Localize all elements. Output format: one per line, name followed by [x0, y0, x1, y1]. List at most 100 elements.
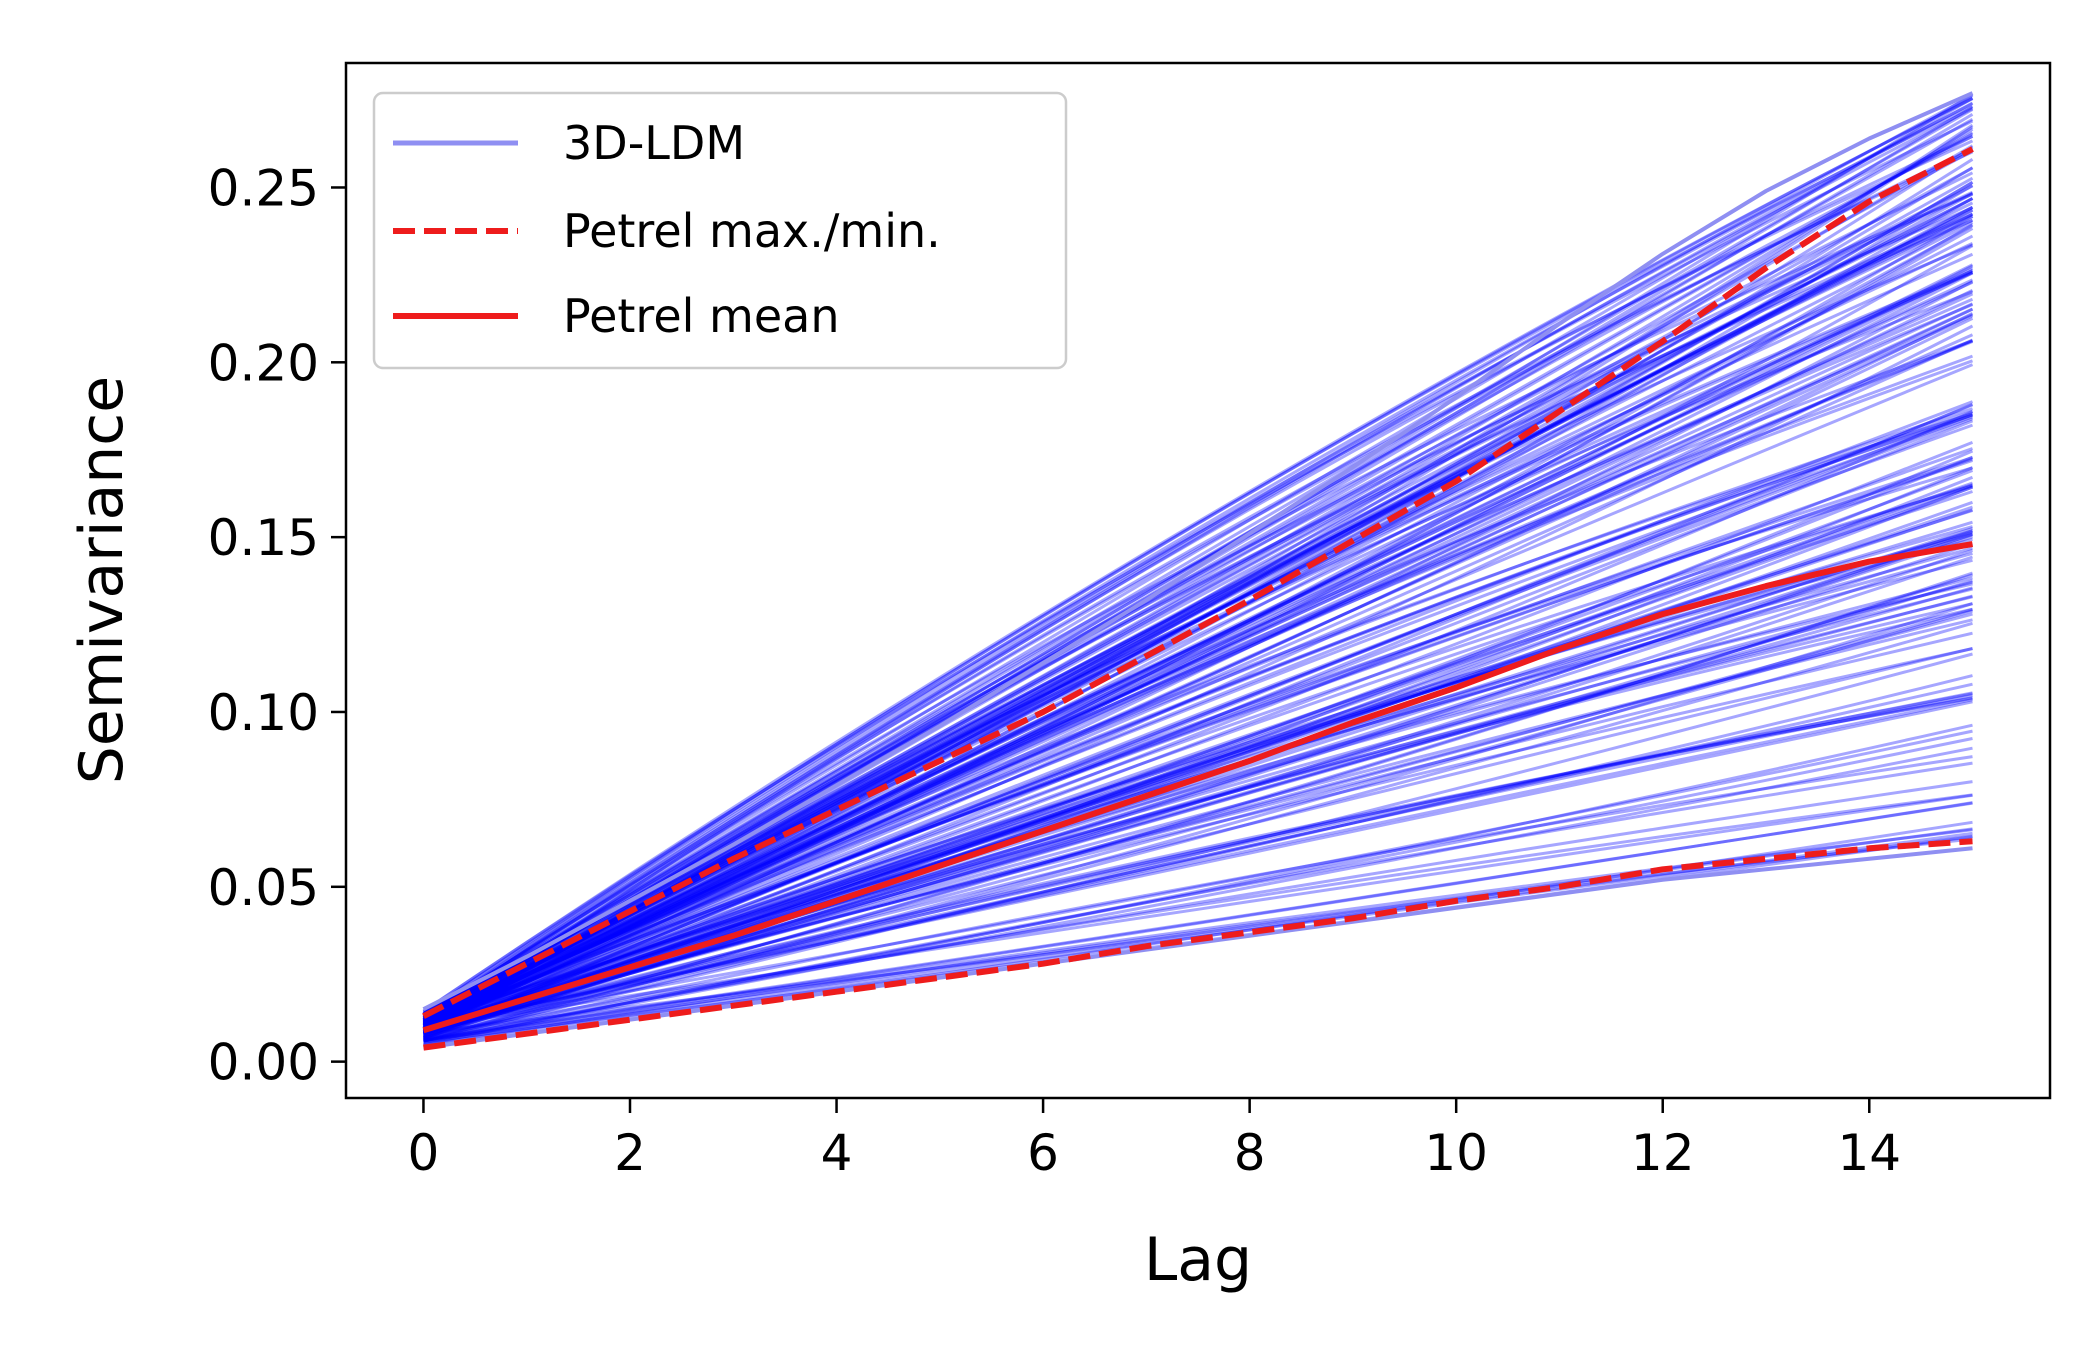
ensemble-line [422, 508, 1973, 1041]
ensemble-line [422, 119, 1974, 1021]
ensemble-line [422, 413, 1973, 1028]
ensemble-line [422, 184, 1974, 1027]
ensemble-line [422, 307, 1974, 1023]
ensemble-line [422, 340, 1974, 1035]
ensemble-line [423, 621, 1973, 1041]
ensemble-line [423, 548, 1973, 1033]
ensemble-line [423, 755, 1973, 1043]
ensemble-line [422, 264, 1974, 1030]
ensemble-line [422, 419, 1974, 1025]
x-tick-label: 0 [408, 1124, 440, 1182]
ensemble-line [423, 602, 1973, 1040]
ensemble-line [423, 586, 1973, 1036]
ensemble-line [422, 354, 1974, 1021]
ensemble-line [423, 780, 1973, 1043]
ensemble-line [423, 723, 1973, 1043]
ensemble-line [422, 184, 1974, 1032]
y-tick-label: 0.25 [208, 159, 319, 217]
ensemble-line [422, 456, 1973, 1035]
ensemble-line [423, 694, 1973, 1043]
ensemble-line [422, 407, 1973, 1026]
ensemble-line [422, 102, 1974, 1015]
ensemble-line [422, 97, 1974, 1015]
series-line-petrel-min [423, 838, 1973, 1051]
ensemble-line [422, 403, 1974, 1029]
ensemble-line [422, 483, 1973, 1036]
ensemble-line [423, 801, 1973, 1042]
y-tick-label: 0.00 [208, 1034, 319, 1092]
x-tick-label: 6 [1027, 1124, 1059, 1182]
ensemble-line [423, 609, 1973, 1034]
ensemble-line [422, 441, 1974, 1031]
ensemble-line [422, 180, 1974, 1019]
ensemble-line [423, 571, 1973, 1040]
ensemble-line [423, 612, 1973, 1031]
ensemble-line [422, 166, 1974, 1024]
ensemble-line [422, 215, 1974, 1023]
ensemble-line [422, 363, 1974, 1029]
ensemble-line [422, 333, 1974, 1031]
ensemble-line [422, 530, 1973, 1032]
ensemble-line [422, 224, 1974, 1033]
ensemble-line [422, 280, 1974, 1033]
ensemble-line [422, 208, 1974, 1018]
ensemble-line [422, 131, 1974, 1019]
ensemble-line [422, 125, 1974, 1028]
ensemble-line [422, 206, 1974, 1022]
ensemble-line [422, 303, 1974, 1022]
ensemble-line [423, 700, 1973, 1030]
ensemble-line [423, 466, 1974, 1031]
ensemble-line [423, 582, 1973, 1032]
y-axis-title: Semivariance [67, 376, 137, 784]
ensemble-line [423, 410, 1974, 1021]
ensemble-line [422, 278, 1974, 1025]
ensemble-line [422, 218, 1974, 1027]
ensemble-line [423, 573, 1973, 1042]
ensemble-line [422, 96, 1974, 1015]
ensemble-line [422, 97, 1974, 1013]
ensemble-line [422, 268, 1974, 1021]
ensemble-line [422, 484, 1973, 1037]
ensemble-line [422, 134, 1974, 1023]
ensemble-line [422, 134, 1974, 1031]
x-axis-title: Lag [1144, 1225, 1252, 1295]
x-tick-label: 2 [614, 1124, 646, 1182]
ensemble-line [422, 93, 1974, 1016]
x-tick-label: 8 [1234, 1124, 1266, 1182]
ensemble-line [422, 132, 1974, 1023]
ensemble-line [423, 746, 1973, 1044]
ensemble-line [422, 423, 1974, 1038]
ensemble-line [422, 339, 1974, 1026]
ensemble-line [422, 158, 1974, 1027]
ensemble-line [422, 218, 1974, 1022]
legend-box [372, 91, 1068, 370]
ensemble-line [422, 270, 1974, 1023]
ensemble-line [423, 696, 1973, 1043]
ensemble-line [423, 691, 1973, 1034]
ensemble-line [423, 793, 1973, 1037]
ensemble-line [422, 196, 1974, 1030]
axes: 0 2 4 6 8 10 12 14 0.00 0.05 0.10 0.15 0.20 0.25 [208, 159, 1901, 1182]
ensemble-line [422, 227, 1974, 1033]
ensemble-line [422, 402, 1974, 1037]
series-line-petrel-max [422, 146, 1974, 1019]
ensemble-line [423, 595, 1973, 1039]
ensemble-line [423, 535, 1973, 1025]
ensemble-line [423, 607, 1973, 1027]
ensemble-lines [422, 93, 1974, 1047]
legend-label-petrel-maxmin: Petrel max./min. [563, 204, 941, 258]
ensemble-line [422, 481, 1973, 1033]
ensemble-line [422, 313, 1974, 1026]
ensemble-line [423, 455, 1974, 1023]
plot-frame [344, 61, 2052, 1100]
ensemble-line [422, 108, 1974, 1018]
ensemble-line [423, 485, 1974, 1033]
ensemble-line [422, 244, 1974, 1023]
ensemble-line [423, 500, 1973, 1022]
ensemble-line [422, 289, 1974, 1018]
ensemble-line [423, 631, 1973, 1033]
legend-label-3d-ldm: 3D-LDM [563, 116, 745, 170]
ensemble-line [422, 412, 1973, 1019]
ensemble-line [423, 647, 1973, 1027]
ensemble-line [422, 415, 1974, 1024]
